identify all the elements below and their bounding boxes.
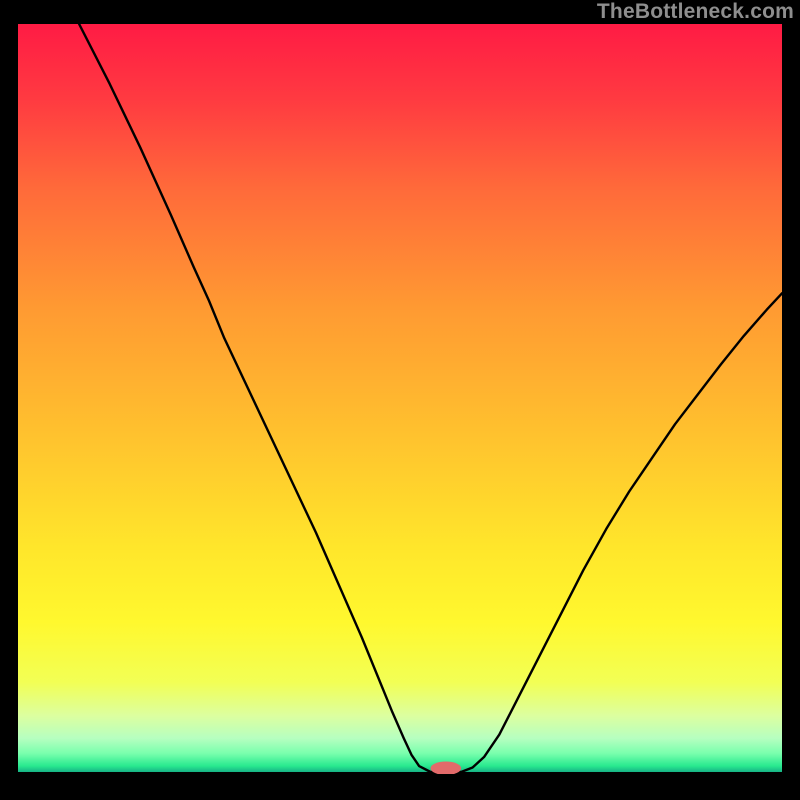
bottom-band [0, 774, 800, 800]
chart-stage: TheBottleneck.com [0, 0, 800, 800]
plot-background [18, 24, 782, 772]
chart-svg [0, 0, 800, 800]
watermark-text: TheBottleneck.com [597, 0, 794, 24]
optimal-point-marker [431, 762, 462, 775]
